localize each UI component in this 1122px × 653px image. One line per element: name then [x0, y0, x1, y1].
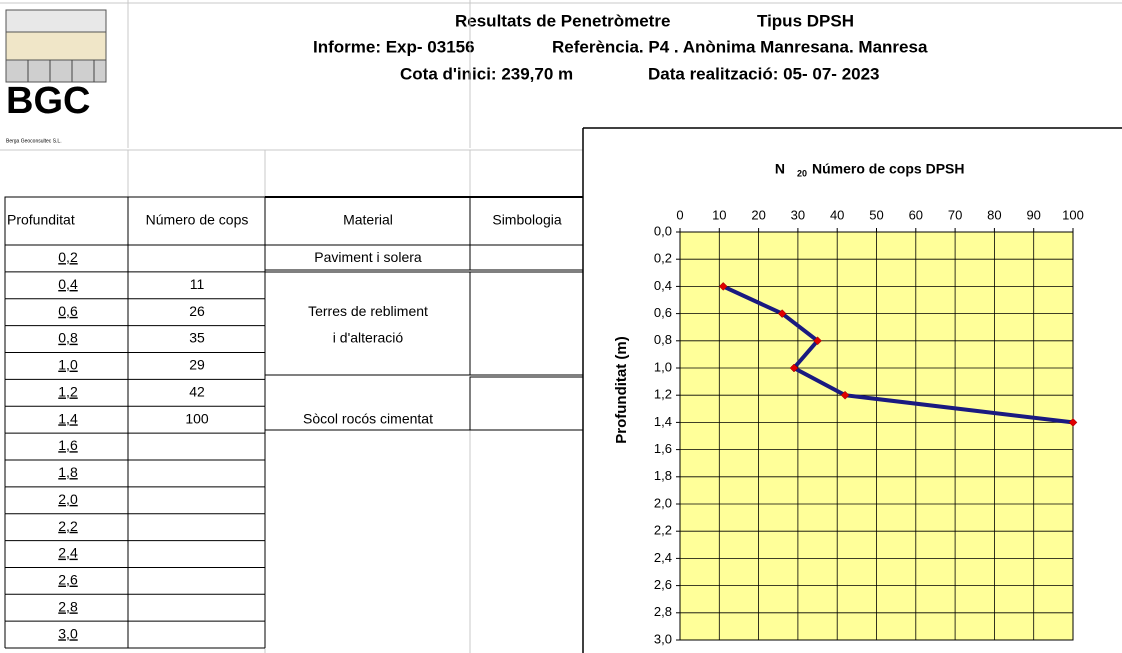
y-tick-label: 0,2	[654, 251, 672, 266]
y-tick-label: 1,2	[654, 387, 672, 402]
table-cell: 0,6	[58, 303, 78, 319]
x-tick-label: 40	[830, 207, 844, 222]
y-axis-label: Profunditat (m)	[613, 336, 630, 443]
x-tick-label: 10	[712, 207, 726, 222]
table-cell: 1,0	[58, 357, 78, 373]
y-tick-label: 0,4	[654, 278, 672, 293]
company: Berga Geoconsultec S.L.	[6, 138, 62, 144]
header-text: Resultats de Penetròmetre	[455, 11, 670, 30]
chart-title-symbol: N	[775, 161, 785, 177]
table-cell: 0,8	[58, 330, 78, 346]
table-cell: 42	[189, 383, 205, 399]
header-text: Informe: Exp- 03156	[313, 37, 475, 56]
header-text: Data realització: 05- 07- 2023	[648, 64, 880, 83]
y-tick-label: 0,6	[654, 305, 672, 320]
y-tick-label: 2,8	[654, 604, 672, 619]
page: BGC Berga Geoconsultec S.L. Resultats de…	[0, 0, 1122, 653]
table-cell: Sòcol rocós cimentat	[303, 410, 433, 426]
table-cell: 1,6	[58, 437, 78, 453]
column-header: Material	[343, 212, 393, 228]
y-tick-label: 1,6	[654, 441, 672, 456]
column-header: Profunditat	[7, 212, 75, 228]
chart-title: Número de cops DPSH	[812, 161, 964, 177]
table-cell: 2,4	[58, 545, 78, 561]
x-tick-label: 90	[1026, 207, 1040, 222]
logo	[6, 10, 106, 82]
table-cell: 0,4	[58, 276, 78, 292]
column-header: Simbologia	[492, 212, 561, 228]
column-header: Número de cops	[146, 212, 249, 228]
table-cell: 0,2	[58, 249, 78, 265]
x-tick-label: 30	[791, 207, 805, 222]
table-cell: Paviment i solera	[314, 249, 422, 265]
table-cell: 2,0	[58, 491, 78, 507]
table-cell: 26	[189, 303, 205, 319]
table-cell: 29	[189, 357, 205, 373]
y-tick-label: 2,6	[654, 577, 672, 592]
table-cell: 2,8	[58, 598, 78, 614]
table-cell: i d'alteració	[333, 330, 404, 346]
x-tick-label: 20	[751, 207, 765, 222]
table-cell: 3,0	[58, 625, 78, 641]
table-cell: 1,2	[58, 383, 78, 399]
y-tick-label: 0,8	[654, 332, 672, 347]
header-text: Tipus DPSH	[757, 11, 854, 30]
header-text: Cota d'inici: 239,70 m	[400, 64, 573, 83]
table-cell: 2,2	[58, 518, 78, 534]
logo-text: BGC	[6, 80, 90, 122]
y-tick-label: 0,0	[654, 223, 672, 238]
x-tick-label: 50	[869, 207, 883, 222]
table-cell: 100	[185, 410, 209, 426]
y-tick-label: 2,4	[654, 550, 672, 565]
y-tick-label: 2,2	[654, 523, 672, 538]
table-cell: 35	[189, 330, 205, 346]
y-tick-label: 2,0	[654, 495, 672, 510]
y-tick-label: 1,0	[654, 359, 672, 374]
table-cell: Terres de rebliment	[308, 303, 428, 319]
x-tick-label: 80	[987, 207, 1001, 222]
x-tick-label: 100	[1062, 207, 1084, 222]
table-cell: 1,4	[58, 410, 78, 426]
table-cell: 2,6	[58, 572, 78, 588]
table-cell: 11	[190, 276, 205, 292]
y-tick-label: 1,4	[654, 414, 672, 429]
x-tick-label: 60	[909, 207, 923, 222]
header-text: Referència. P4 . Anònima Manresana. Manr…	[552, 37, 928, 56]
y-tick-label: 3,0	[654, 631, 672, 646]
y-tick-label: 1,8	[654, 468, 672, 483]
table-cell: 1,8	[58, 464, 78, 480]
chart-title-subscript: 20	[797, 168, 807, 178]
x-tick-label: 70	[948, 207, 962, 222]
x-tick-label: 0	[676, 207, 683, 222]
